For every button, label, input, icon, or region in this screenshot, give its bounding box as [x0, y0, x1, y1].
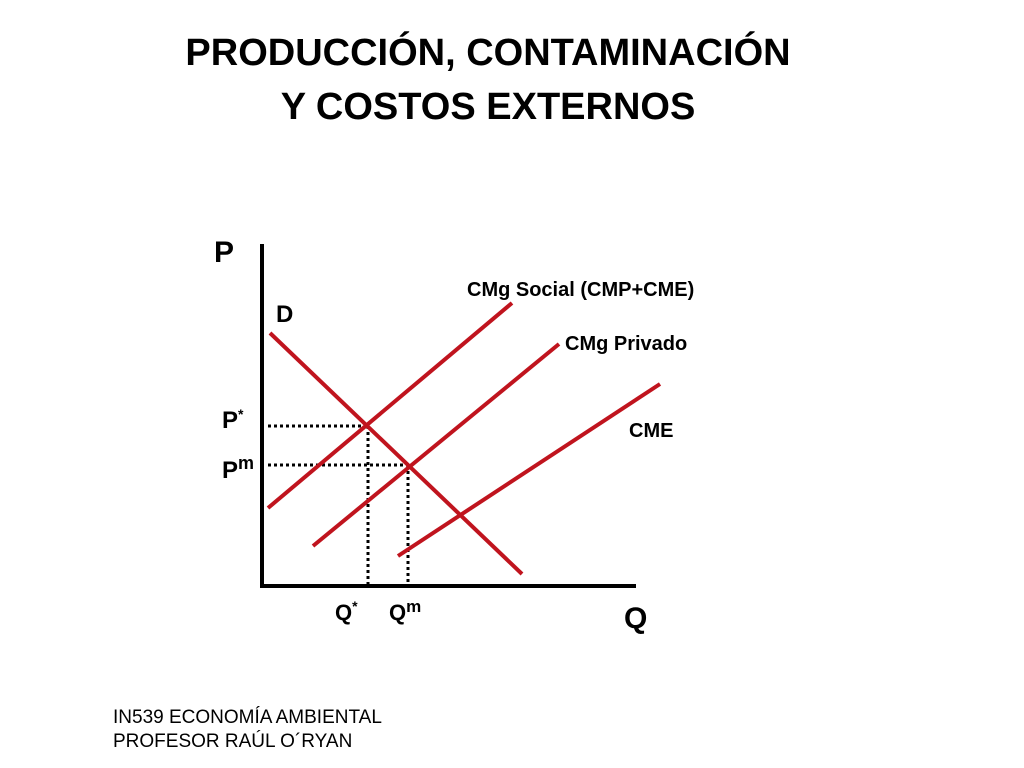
q-star-superscript: *: [352, 598, 358, 614]
axis-y-label: P: [214, 236, 234, 269]
q-m-label: Qm: [389, 597, 421, 625]
title-line-2: Y COSTOS EXTERNOS: [280, 86, 696, 128]
footer-professor: PROFESOR RAÚL O´RYAN: [113, 731, 353, 752]
course-footer: IN539 ECONOMÍA AMBIENTAL PROFESOR RAÚL O…: [113, 706, 382, 754]
q-m-superscript: m: [406, 597, 421, 616]
guide-lines: [268, 424, 410, 584]
demand-curve: [268, 331, 524, 576]
private-cost-curve: [311, 342, 561, 548]
social-cost-curve: [266, 301, 514, 510]
external-cost-label: CME: [629, 420, 673, 442]
p-star-superscript: *: [238, 406, 244, 422]
slide-title: PRODUCCIÓN, CONTAMINACIÓN Y COSTOS EXTER…: [0, 26, 976, 134]
demand-label: D: [276, 301, 293, 328]
private-cost-label: CMg Privado: [565, 333, 687, 355]
p-star-label: P*: [222, 406, 244, 434]
axis-x-label: Q: [624, 602, 647, 635]
curves: [266, 301, 662, 576]
q-star-label: Q*: [335, 598, 358, 625]
social-cost-label: CMg Social (CMP+CME): [467, 279, 694, 301]
title-line-1: PRODUCCIÓN, CONTAMINACIÓN: [185, 32, 791, 74]
external-cost-curve: [396, 382, 662, 558]
footer-course: IN539 ECONOMÍA AMBIENTAL: [113, 707, 382, 728]
p-m-superscript: m: [238, 453, 254, 473]
p-m-label: Pm: [222, 453, 254, 484]
